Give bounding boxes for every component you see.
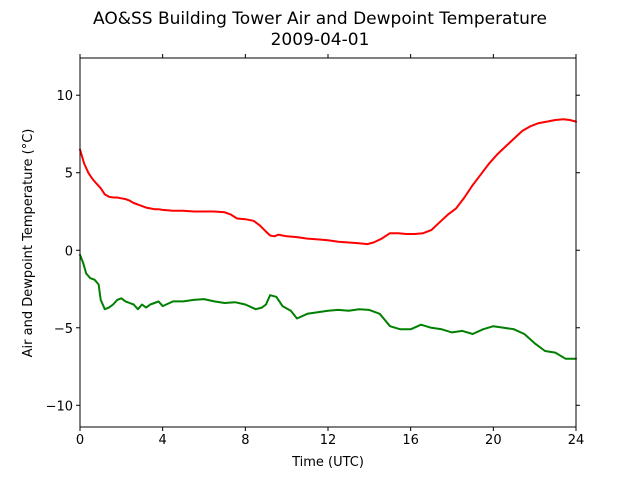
y-tick-label: −10: [46, 399, 73, 414]
x-tick-label: 20: [485, 433, 502, 448]
y-axis-ticks: −10 −5 0 5 10: [46, 89, 580, 414]
series-layer: [79, 118, 577, 360]
y-axis-label: Air and Dewpoint Temperature (°C): [21, 129, 36, 358]
y-tick-label: 0: [65, 244, 73, 259]
series-line-1: [79, 118, 577, 246]
y-tick-label: 10: [56, 89, 73, 104]
x-tick-label: 4: [159, 433, 167, 448]
series-line-2: [79, 253, 577, 360]
y-tick-label: 5: [65, 167, 73, 182]
x-tick-label: 8: [241, 433, 249, 448]
x-axis-label: Time (UTC): [291, 455, 364, 470]
x-tick-label: 16: [402, 433, 419, 448]
x-axis-ticks: 0 4 8 12 16 20 24: [76, 54, 584, 448]
y-tick-label: −5: [54, 322, 73, 337]
chart-subtitle: 2009-04-01: [271, 30, 370, 50]
x-tick-label: 12: [320, 433, 337, 448]
chart-title: AO&SS Building Tower Air and Dewpoint Te…: [93, 9, 547, 29]
x-tick-label: 0: [76, 433, 84, 448]
x-tick-label: 24: [568, 433, 585, 448]
